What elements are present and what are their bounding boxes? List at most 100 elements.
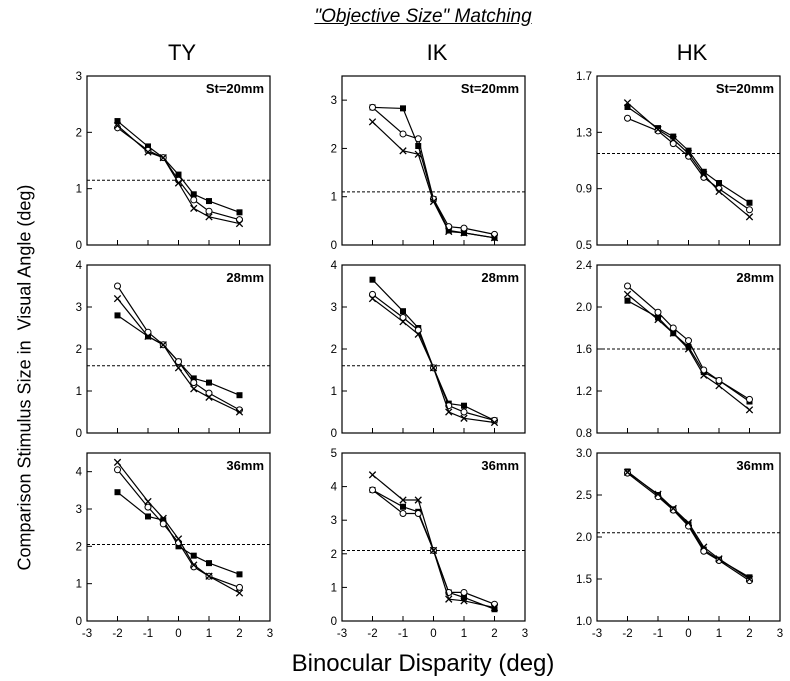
series-line-square (117, 120, 240, 213)
data-point-circle (669, 140, 677, 148)
data-point-x (460, 597, 468, 605)
data-point-square (655, 314, 661, 321)
data-point-square (190, 552, 197, 559)
y-tick-label: 2.5 (576, 490, 592, 502)
data-point-x (159, 341, 167, 349)
data-point-x (715, 555, 723, 563)
subject-label-ty: TY (167, 40, 197, 65)
y-tick-label: 2 (331, 549, 337, 561)
data-point-circle (205, 389, 213, 397)
y-tick-label: 2 (331, 344, 337, 356)
data-point-x (205, 393, 213, 401)
subject-label-hk: HK (676, 40, 708, 65)
x-tick-label: -2 (112, 628, 122, 640)
data-point-x (429, 546, 438, 555)
x-tick-label: 1 (461, 628, 467, 640)
data-point-x (669, 329, 677, 337)
x-tick-label: 2 (746, 628, 752, 640)
x-tick-label: 0 (175, 628, 181, 640)
data-point-x (669, 504, 677, 513)
x-tick-label: -1 (653, 628, 663, 640)
x-tick-label: 0 (430, 628, 436, 640)
standard-size-label: 28mm (226, 270, 264, 285)
data-point-x (700, 543, 708, 551)
data-point-square (685, 147, 692, 154)
y-tick-label: 4 (331, 482, 338, 494)
data-point-x (429, 364, 438, 372)
data-point-x (623, 468, 632, 476)
data-point-x (429, 197, 438, 206)
data-point-x (490, 234, 499, 242)
data-point-square (415, 143, 422, 150)
y-tick-label: 3 (331, 515, 337, 527)
y-tick-label: 0 (331, 240, 337, 252)
y-tick-label: 3.0 (576, 448, 592, 460)
y-tick-label: 4 (331, 260, 338, 272)
y-tick-label: 1.6 (576, 344, 592, 356)
data-point-circle (114, 466, 121, 474)
data-point-square (114, 312, 121, 319)
y-tick-label: 4 (76, 260, 83, 272)
data-point-x (445, 227, 453, 236)
data-point-circle (369, 486, 376, 494)
x-tick-label: 2 (236, 628, 242, 640)
x-axis-label: Binocular Disparity (deg) (291, 650, 555, 677)
series-line-x (627, 293, 750, 411)
y-tick-label: 1 (331, 386, 337, 398)
data-point-x (669, 135, 677, 144)
y-tick-label: 1 (76, 579, 82, 591)
data-point-square (670, 133, 677, 140)
data-point-circle (685, 337, 692, 345)
data-point-circle (746, 577, 753, 585)
y-tick-label: 3 (331, 95, 337, 107)
data-point-square (145, 513, 151, 520)
data-point-square (175, 171, 182, 178)
data-point-x (144, 148, 152, 156)
data-point-circle (236, 216, 243, 224)
data-point-circle (399, 509, 407, 517)
data-point-circle (700, 547, 708, 555)
plot-frame (341, 452, 526, 622)
panel-hk-3: 1.0 1.5 2.0 2.5 3.0 -3 -2 -1 0 1 2 3 36mm (576, 448, 783, 640)
data-point-x (684, 519, 693, 527)
data-point-circle (746, 395, 753, 403)
series-line-x (117, 298, 240, 413)
panel-ik-1: 0 1 2 3 St=20mm (331, 75, 526, 252)
data-point-square (400, 105, 406, 112)
data-point-circle (190, 379, 198, 387)
y-tick-label: 3 (76, 504, 82, 516)
data-point-circle (669, 506, 677, 514)
y-tick-label: 0.9 (576, 184, 592, 196)
x-tick-label: -1 (143, 628, 153, 640)
data-point-x (144, 332, 152, 341)
data-point-x (414, 330, 422, 338)
series-line-circle (116, 285, 240, 411)
x-tick-label: -2 (367, 628, 377, 640)
panel-ty-1: 0 1 2 3 St=20mm (76, 71, 271, 252)
data-point-x (190, 385, 198, 393)
data-point-square (160, 517, 167, 524)
data-point-x (113, 121, 122, 130)
y-tick-label: 4 (76, 467, 83, 479)
data-point-x (684, 345, 693, 353)
y-tick-label: 2.4 (576, 260, 593, 272)
subject-label-ik: IK (426, 40, 448, 65)
data-point-circle (236, 583, 243, 591)
data-point-square (236, 392, 243, 399)
data-point-x (205, 572, 213, 580)
data-point-x (399, 318, 407, 326)
data-point-x (715, 382, 723, 390)
panel-hk-2: 0.8 1.2 1.6 2.0 2.4 28mm (576, 260, 781, 440)
data-point-square (369, 276, 376, 283)
standard-size-label: 28mm (481, 270, 519, 285)
data-point-square (206, 560, 212, 567)
standard-size-label: St=20mm (206, 81, 264, 96)
data-point-square (624, 103, 631, 110)
data-point-square (206, 198, 212, 205)
data-point-circle (205, 207, 213, 215)
series-line-circle (372, 293, 495, 421)
data-point-square (206, 379, 212, 386)
data-point-square (190, 191, 197, 198)
data-point-x (235, 219, 244, 228)
data-point-x (623, 99, 632, 107)
